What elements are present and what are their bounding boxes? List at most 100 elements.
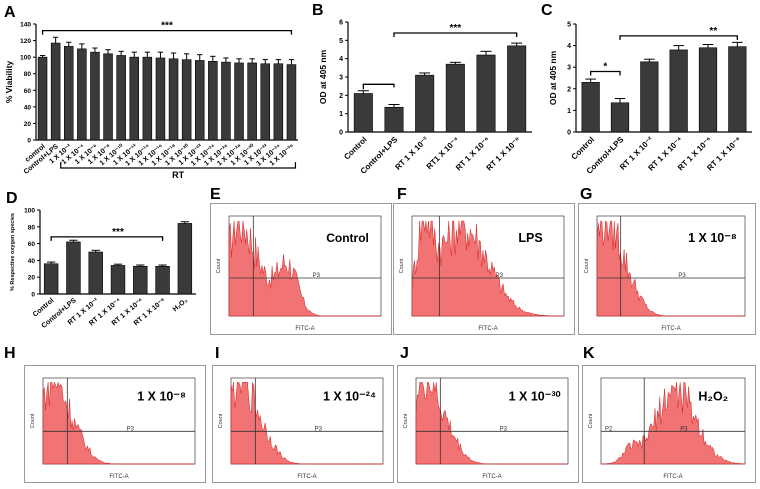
flow-panel-g: P3 FITC-A Count 1 X 10⁻⁸ bbox=[578, 203, 756, 335]
gate-label-2: P2 bbox=[605, 426, 613, 432]
bar bbox=[116, 55, 126, 141]
x-axis-label: FITC-A bbox=[109, 474, 128, 480]
y-tick-label: 1 bbox=[567, 108, 571, 115]
flow-title: Control bbox=[326, 231, 369, 245]
y-tick-label: 5 bbox=[339, 38, 343, 45]
flow-panel-i: P3 FITC-A Count 1 X 10⁻²⁴ bbox=[212, 365, 394, 483]
gate-label: P3 bbox=[678, 273, 686, 279]
bar bbox=[640, 61, 659, 133]
significance-bracket-1 bbox=[590, 70, 621, 76]
y-tick-label: 3 bbox=[567, 65, 571, 72]
y-axis-label: Count bbox=[218, 413, 224, 428]
gate-label: P3 bbox=[313, 273, 321, 279]
category-label: H₂O₂ bbox=[172, 297, 189, 313]
y-tick-label: 2 bbox=[339, 93, 343, 100]
bar bbox=[66, 241, 81, 295]
bar bbox=[698, 47, 718, 133]
significance-mark-1: * bbox=[603, 62, 607, 73]
flow-title: H₂O₂ bbox=[698, 389, 728, 403]
y-tick-label: 80 bbox=[28, 224, 36, 231]
bar bbox=[133, 265, 148, 295]
bar bbox=[445, 63, 465, 133]
bar bbox=[581, 82, 600, 133]
bar bbox=[50, 42, 61, 141]
bar bbox=[669, 49, 688, 133]
x-axis-label: FITC-A bbox=[663, 474, 682, 480]
bar bbox=[415, 74, 435, 133]
y-tick-label: 60 bbox=[28, 241, 36, 248]
bar bbox=[353, 93, 373, 133]
gate-label: P3 bbox=[500, 426, 508, 432]
y-tick-label: 20 bbox=[28, 275, 36, 282]
bar bbox=[103, 53, 113, 141]
y-axis-label: Count bbox=[584, 258, 590, 273]
bar bbox=[37, 56, 48, 141]
y-axis-label: Count bbox=[216, 258, 222, 273]
panel-label-b: B bbox=[312, 2, 324, 19]
y-tick-label: 100 bbox=[24, 208, 35, 215]
y-tick-label: 0 bbox=[339, 130, 343, 137]
significance-bracket bbox=[50, 236, 164, 241]
histogram-area bbox=[411, 220, 564, 317]
flow-panel-k: P3 P2 FITC-A Count H₂O₂ bbox=[582, 365, 756, 483]
panel-label-a: A bbox=[4, 4, 16, 21]
y-axis-label: OD at 405 nm bbox=[318, 49, 328, 104]
significance-mark: *** bbox=[112, 227, 124, 238]
panel-label-f: F bbox=[397, 186, 407, 203]
bar bbox=[221, 61, 231, 141]
flow-title: 1 X 10⁻⁸ bbox=[137, 389, 186, 403]
flow-histogram-e: P3 FITC-A Count Control bbox=[216, 215, 382, 332]
bar bbox=[273, 63, 284, 141]
significance-bracket bbox=[41, 29, 293, 35]
y-tick-label: 4 bbox=[339, 56, 343, 63]
bar bbox=[177, 223, 193, 295]
bar bbox=[77, 48, 87, 141]
panel-label-h: H bbox=[4, 345, 16, 362]
x-axis-label: FITC-A bbox=[482, 474, 501, 480]
category-label: Control bbox=[342, 135, 368, 161]
y-tick-label: 60 bbox=[24, 88, 32, 95]
flow-histogram-g: P3 FITC-A Count 1 X 10⁻⁸ bbox=[584, 215, 746, 332]
bar bbox=[286, 64, 297, 141]
bar bbox=[247, 62, 257, 141]
flow-panel-e: P3 FITC-A Count Control bbox=[210, 203, 392, 335]
significance-mark: *** bbox=[449, 23, 461, 34]
y-tick-label: 100 bbox=[20, 55, 31, 62]
rt-group-bracket bbox=[60, 162, 297, 169]
panel-label-k: K bbox=[583, 345, 595, 362]
y-axis-label: Count bbox=[403, 413, 409, 428]
bar bbox=[208, 60, 218, 141]
significance-bracket-2 bbox=[619, 35, 738, 40]
flow-histogram-h: P3 FITC-A Count 1 X 10⁻⁸ bbox=[30, 377, 196, 480]
flow-title: 1 X 10⁻³⁰ bbox=[509, 389, 562, 403]
flow-histogram-i: P3 FITC-A Count 1 X 10⁻²⁴ bbox=[218, 377, 384, 480]
bar bbox=[168, 58, 179, 141]
control-bracket bbox=[362, 83, 395, 90]
significance-mark-2: ** bbox=[709, 26, 717, 37]
y-tick-label: 0 bbox=[31, 292, 35, 299]
gate-label: P3 bbox=[496, 273, 504, 279]
bar bbox=[181, 59, 192, 141]
flow-histogram-f: P3 FITC-A Count LPS bbox=[399, 215, 565, 332]
bar bbox=[142, 56, 153, 141]
bar bbox=[476, 54, 496, 133]
flow-histogram-k: P3 P2 FITC-A Count H₂O₂ bbox=[588, 377, 746, 480]
flow-title: 1 X 10⁻⁸ bbox=[688, 231, 737, 245]
gate-label: P3 bbox=[127, 426, 135, 432]
y-tick-label: 80 bbox=[24, 71, 32, 78]
bar bbox=[728, 46, 747, 133]
bar bbox=[63, 46, 74, 141]
bar bbox=[155, 57, 166, 141]
y-tick-label: 140 bbox=[20, 22, 31, 29]
bar bbox=[88, 251, 103, 295]
panel-label-e: E bbox=[210, 186, 221, 203]
bar bbox=[384, 106, 404, 133]
bar bbox=[155, 265, 170, 295]
y-axis-label: Count bbox=[30, 413, 36, 428]
y-axis-label: Count bbox=[588, 413, 594, 428]
y-tick-label: 5 bbox=[567, 22, 571, 29]
y-axis-label: OD at 405 nm bbox=[548, 50, 558, 105]
